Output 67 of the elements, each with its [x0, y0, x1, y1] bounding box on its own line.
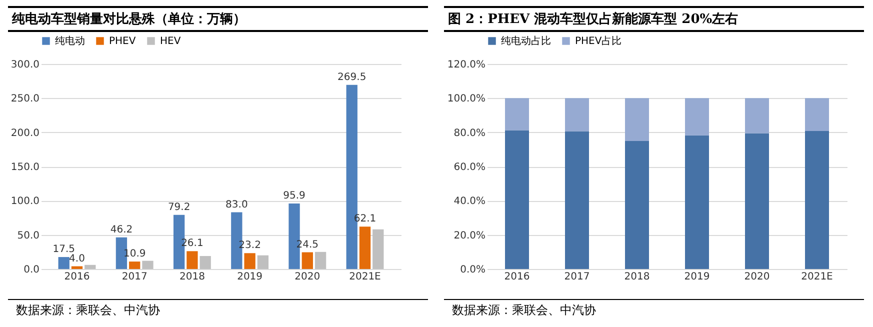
legend-label: HEV	[160, 36, 181, 47]
data-label: 95.9	[283, 190, 306, 202]
x-tick-label: 2020	[294, 272, 320, 282]
data-label: 17.5	[52, 244, 75, 256]
bar	[58, 257, 70, 269]
bar	[805, 98, 829, 131]
bar	[685, 135, 709, 269]
bar	[505, 98, 529, 130]
bar	[129, 262, 140, 269]
x-tick-label: 2016	[504, 272, 530, 282]
y-tick-label: 0.0%	[460, 264, 486, 276]
bar	[565, 98, 589, 132]
bar	[71, 266, 83, 269]
legend-label: PHEV占比	[575, 35, 622, 47]
bar	[625, 98, 649, 142]
bar	[200, 256, 211, 269]
x-tick-label: 2019	[237, 272, 263, 282]
x-tick-label: 2017	[122, 272, 148, 282]
y-tick-label: 250.0	[10, 94, 40, 105]
bar	[505, 130, 529, 269]
y-tick-label: 300.0	[10, 60, 40, 70]
bar	[142, 260, 154, 269]
data-label: 83.0	[226, 199, 248, 210]
data-label: 269.5	[338, 72, 366, 83]
bar	[565, 131, 589, 269]
y-tick-label: 20.0%	[454, 230, 486, 242]
y-tick-label: 80.0%	[454, 128, 486, 139]
bar	[302, 252, 313, 269]
source-note: 数据来源：乘联会、中汽协	[8, 299, 428, 321]
bar	[625, 141, 649, 269]
data-label: 46.2	[110, 224, 133, 236]
x-tick-label: 2017	[564, 272, 590, 282]
y-tick-label: 100.0	[10, 196, 40, 208]
bar	[372, 229, 384, 269]
bar	[244, 253, 256, 269]
bar	[745, 133, 769, 269]
bar	[257, 255, 269, 269]
data-label: 79.2	[168, 202, 190, 213]
source-note: 数据来源：乘联会、中汽协	[444, 299, 864, 321]
y-tick-label: 50.0	[17, 230, 40, 242]
y-tick-label: 40.0%	[454, 196, 486, 208]
y-tick-label: 100.0%	[447, 94, 486, 105]
x-tick-label: 2020	[744, 272, 770, 282]
bar	[805, 130, 829, 269]
chart-title: 纯电动车型销量对比悬殊（单位：万辆）	[8, 6, 428, 32]
bar	[745, 98, 769, 134]
y-tick-label: 200.0	[10, 128, 40, 139]
data-label: 4.0	[69, 253, 85, 264]
y-tick-label: 60.0%	[454, 162, 486, 173]
y-tick-label: 120.0%	[447, 60, 486, 70]
x-tick-label: 2021E	[349, 272, 381, 282]
legend-label: 纯电动	[55, 35, 85, 47]
x-tick-label: 2018	[179, 272, 205, 282]
bar	[314, 252, 326, 269]
bar	[359, 226, 371, 269]
x-tick-label: 2016	[64, 272, 90, 282]
x-tick-label: 2019	[684, 272, 710, 282]
bar	[84, 264, 96, 269]
bar	[186, 251, 198, 269]
y-tick-label: 150.0	[10, 162, 40, 173]
legend-label: 纯电动占比	[501, 35, 551, 47]
y-tick-label: 0.0	[24, 264, 40, 276]
x-tick-label: 2021E	[801, 272, 833, 282]
x-tick-label: 2018	[624, 272, 650, 282]
legend-label: PHEV	[109, 36, 136, 47]
bar	[685, 98, 709, 136]
chart-title: 图 2：PHEV 混动车型仅占新能源车型 20%左右	[444, 6, 864, 32]
